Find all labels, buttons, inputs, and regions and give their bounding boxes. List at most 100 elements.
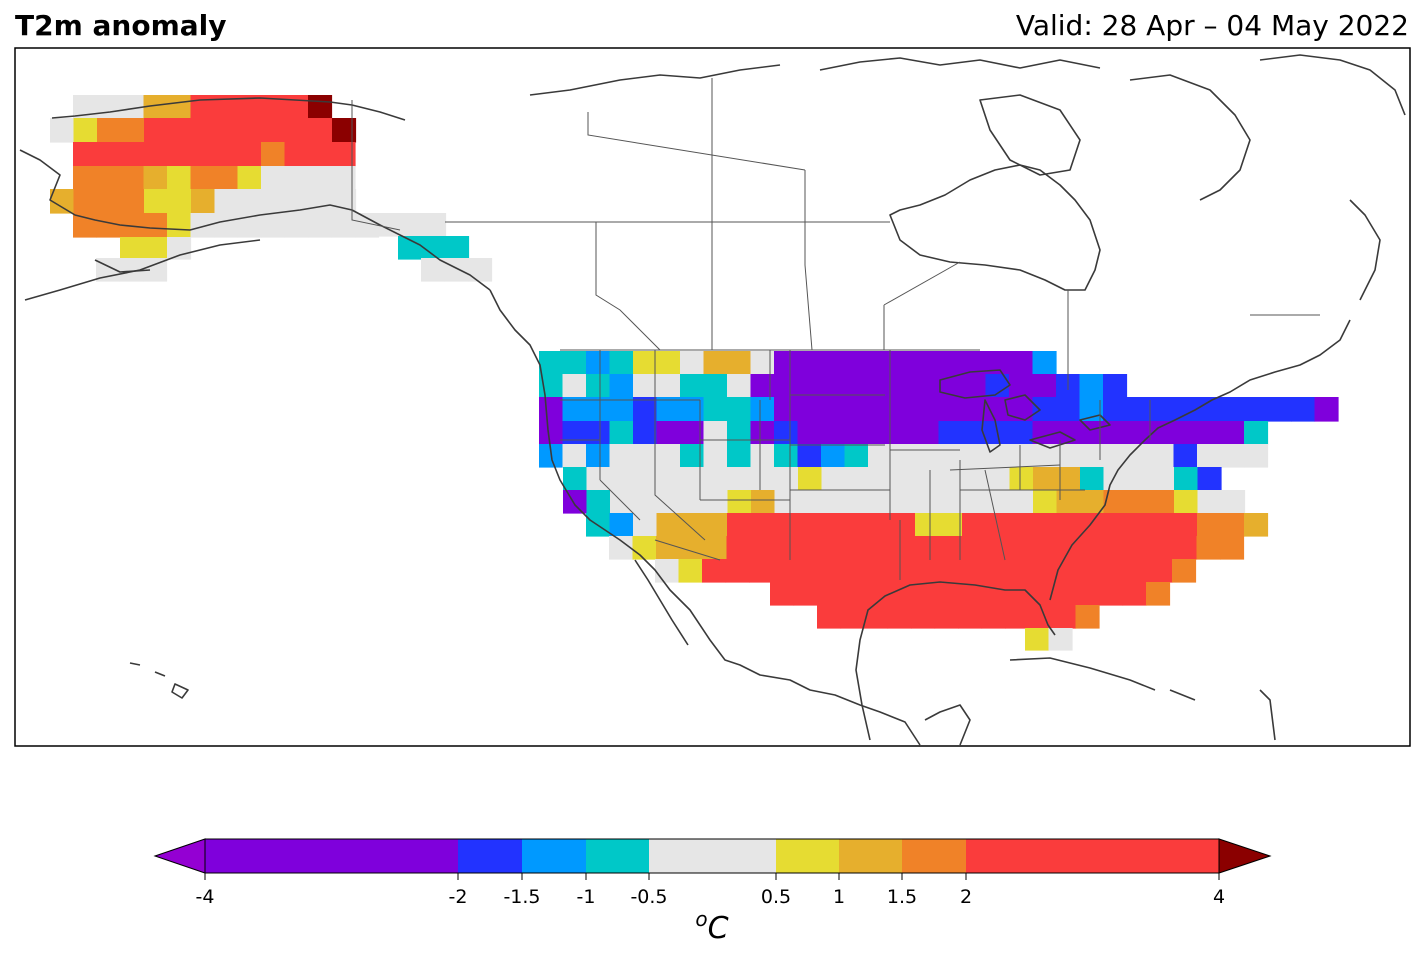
anomaly-cell — [1009, 513, 1034, 537]
anomaly-cell — [96, 213, 121, 238]
anomaly-cell — [934, 582, 959, 606]
anomaly-cell — [727, 397, 752, 422]
anomaly-cell — [1173, 513, 1198, 537]
anomaly-cell — [774, 397, 799, 422]
anomaly-cell — [120, 118, 145, 143]
anomaly-cell — [913, 559, 938, 583]
anomaly-cell — [167, 118, 192, 143]
anomaly-cell — [751, 490, 776, 514]
anomaly-cell — [609, 351, 634, 376]
anomaly-cell — [1099, 582, 1124, 606]
anomaly-cell — [1220, 421, 1245, 445]
anomaly-cell — [308, 95, 333, 120]
anomaly-cell — [1174, 467, 1199, 491]
anomaly-cell — [868, 467, 893, 491]
anomaly-cell — [609, 536, 634, 560]
anomaly-cell — [261, 142, 286, 167]
anomaly-cell — [1148, 559, 1173, 583]
anomaly-cell — [939, 467, 964, 491]
anomaly-cell — [657, 467, 682, 491]
anomaly-cell — [915, 467, 940, 491]
anomaly-cell — [704, 490, 729, 514]
anomaly-cell — [633, 444, 658, 468]
anomaly-cell — [398, 213, 423, 237]
anomaly-cell — [864, 605, 889, 629]
anomaly-cell — [398, 236, 423, 260]
anomaly-cell — [868, 374, 893, 398]
anomaly-cell — [1291, 397, 1316, 422]
anomaly-cell — [981, 605, 1006, 629]
anomaly-cell — [167, 95, 192, 120]
anomaly-cell — [73, 118, 98, 143]
anomaly-cell — [191, 189, 216, 214]
anomaly-cell — [97, 189, 122, 214]
anomaly-cell — [214, 142, 239, 167]
anomaly-cell — [750, 513, 775, 537]
anomaly-cell — [97, 118, 122, 143]
anomaly-cell — [797, 536, 822, 560]
anomaly-cell — [144, 118, 169, 143]
anomaly-cell — [939, 490, 964, 514]
anomaly-cell — [308, 213, 333, 238]
anomaly-cell — [1220, 444, 1245, 468]
anomaly-cell — [891, 374, 916, 398]
colorbar-tick-label: -2 — [449, 886, 468, 908]
anomaly-cell — [868, 513, 893, 537]
anomaly-cell — [1055, 536, 1080, 560]
anomaly-cell — [1173, 536, 1198, 560]
anomaly-cell — [1079, 421, 1104, 445]
anomaly-cell — [143, 237, 168, 260]
anomaly-cell — [308, 189, 333, 214]
colorbar-tick-label: 0.5 — [761, 886, 791, 908]
anomaly-cell — [656, 397, 681, 422]
anomaly-cell — [962, 444, 987, 468]
anomaly-cell — [680, 374, 705, 398]
anomaly-cell — [562, 374, 587, 398]
anomaly-cell — [261, 213, 286, 238]
anomaly-cell — [143, 95, 168, 120]
anomaly-cell — [962, 397, 987, 422]
anomaly-cell — [1172, 559, 1197, 583]
colorbar-tick-label: 1 — [833, 886, 845, 908]
anomaly-cell — [73, 142, 98, 167]
anomaly-cell — [167, 189, 192, 214]
anomaly-cell — [819, 559, 844, 583]
anomaly-cell — [843, 559, 868, 583]
anomaly-cell — [680, 513, 705, 537]
anomaly-cell — [1009, 421, 1034, 445]
anomaly-cell — [261, 166, 286, 191]
anomaly-cell — [750, 397, 775, 422]
anomaly-cell — [821, 490, 846, 514]
anomaly-cell — [143, 142, 168, 167]
anomaly-cell — [1314, 397, 1339, 422]
anomaly-cell — [1244, 421, 1269, 445]
anomaly-cell — [120, 142, 145, 167]
anomaly-cell — [285, 118, 310, 143]
coastlines — [19, 54, 1406, 746]
anomaly-cell — [938, 397, 963, 422]
anomaly-cell — [915, 490, 940, 514]
anomaly-cell — [1146, 582, 1171, 606]
anomaly-cell — [1032, 351, 1057, 376]
anomaly-cell — [657, 490, 682, 514]
anomaly-cell — [1056, 490, 1081, 514]
anomaly-cell — [891, 351, 916, 376]
anomaly-cell — [774, 444, 799, 468]
anomaly-cell — [656, 513, 681, 537]
anomaly-cell — [750, 374, 775, 398]
anomaly-cell — [868, 397, 893, 422]
anomaly-cell — [938, 421, 963, 445]
anomaly-cell — [656, 374, 681, 398]
colorbar-tick-label: 1.5 — [887, 886, 917, 908]
anomaly-cell — [891, 513, 916, 537]
anomaly-cell — [444, 258, 469, 282]
anomaly-cell — [1126, 513, 1151, 537]
anomaly-cell — [1056, 444, 1081, 468]
anomaly-cell — [167, 213, 192, 238]
anomaly-cell — [1052, 605, 1077, 629]
anomaly-cell — [119, 258, 144, 282]
anomaly-cell — [143, 258, 168, 282]
anomaly-cell — [1101, 559, 1126, 583]
anomaly-cell — [868, 444, 893, 468]
anomaly-cell — [680, 351, 705, 376]
